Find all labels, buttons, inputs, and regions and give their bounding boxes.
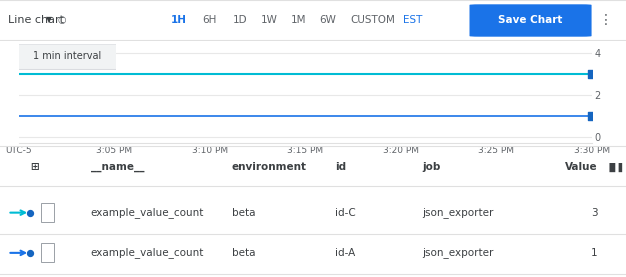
Point xyxy=(25,211,35,215)
Text: beta: beta xyxy=(232,208,255,218)
Text: example_value_count: example_value_count xyxy=(91,207,204,218)
FancyBboxPatch shape xyxy=(15,44,120,70)
Text: EST: EST xyxy=(404,15,423,25)
Text: 1D: 1D xyxy=(232,15,247,25)
Text: id-A: id-A xyxy=(335,248,355,258)
Text: 1: 1 xyxy=(591,248,598,258)
Text: 6W: 6W xyxy=(320,15,336,25)
Text: ▼: ▼ xyxy=(46,15,51,24)
Text: beta: beta xyxy=(232,248,255,258)
Text: job: job xyxy=(423,162,441,172)
Text: 1W: 1W xyxy=(261,15,277,25)
Point xyxy=(587,72,597,76)
FancyBboxPatch shape xyxy=(470,4,592,37)
Point xyxy=(25,251,35,255)
Text: id: id xyxy=(335,162,346,172)
Bar xyxy=(41,243,54,262)
Text: ▐▌▌: ▐▌▌ xyxy=(606,163,626,172)
Text: ○: ○ xyxy=(58,15,66,25)
Bar xyxy=(41,203,54,222)
Text: Line chart: Line chart xyxy=(8,15,63,25)
Text: CUSTOM: CUSTOM xyxy=(350,15,395,25)
Text: json_exporter: json_exporter xyxy=(423,207,494,218)
Text: example_value_count: example_value_count xyxy=(91,247,204,258)
Text: id-C: id-C xyxy=(335,208,356,218)
Text: ⋮: ⋮ xyxy=(599,13,613,27)
Text: __name__: __name__ xyxy=(91,162,144,172)
Text: 3: 3 xyxy=(591,208,598,218)
Text: 1M: 1M xyxy=(291,15,306,25)
Text: Value: Value xyxy=(565,162,598,172)
Point xyxy=(587,114,597,118)
Text: 1H: 1H xyxy=(170,15,187,25)
Text: json_exporter: json_exporter xyxy=(423,247,494,258)
Text: 6H: 6H xyxy=(203,15,217,25)
Text: 1 min interval: 1 min interval xyxy=(33,51,101,61)
Text: ⊞: ⊞ xyxy=(30,162,39,172)
Text: environment: environment xyxy=(232,162,307,172)
Text: Save Chart: Save Chart xyxy=(498,15,563,25)
